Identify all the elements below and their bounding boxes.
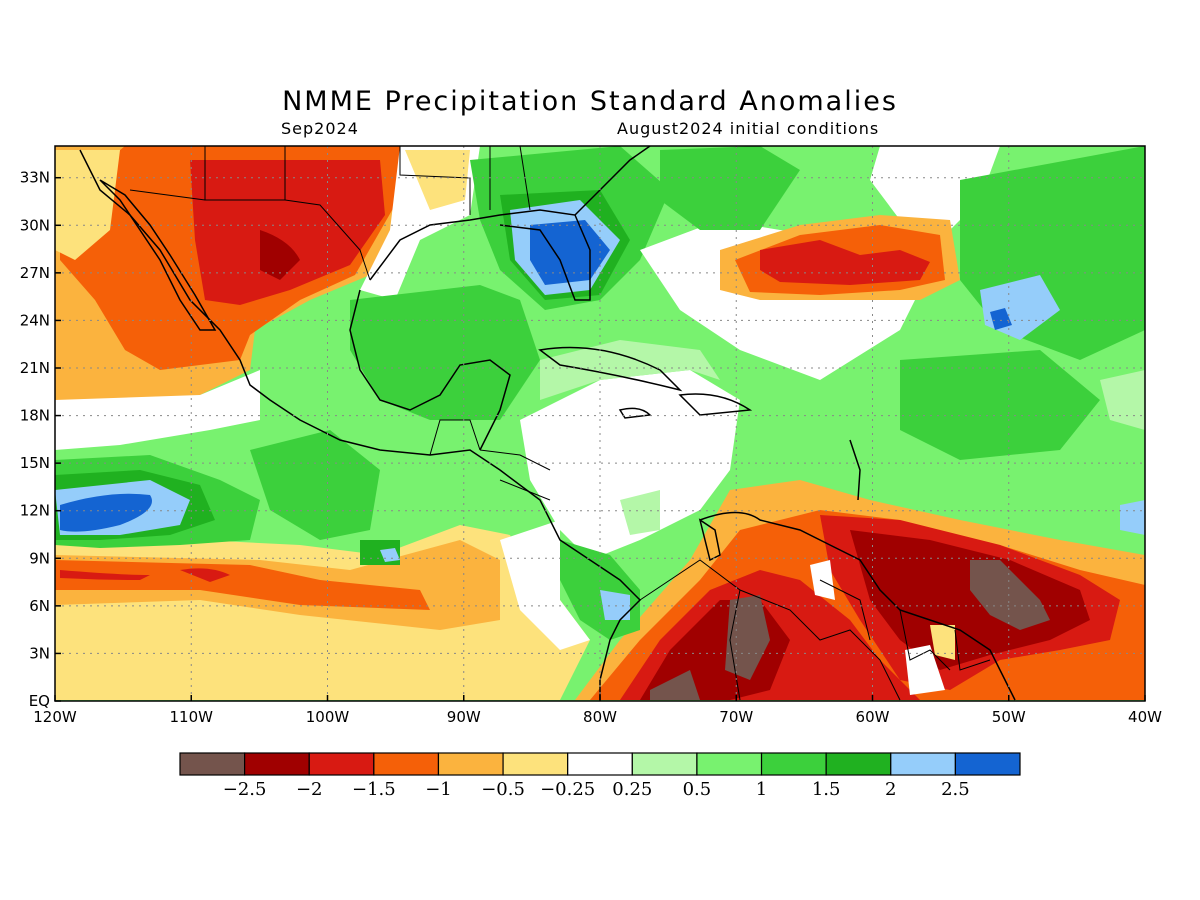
lon-tick-label: 90W [447, 708, 481, 726]
colorbar-swatch [890, 752, 956, 776]
anomaly-field [55, 146, 1145, 701]
colorbar-swatch [825, 752, 892, 776]
lon-tick-label: 70W [719, 708, 753, 726]
colorbar-label: −2 [296, 779, 323, 800]
forecast-month: Sep2024 [281, 119, 359, 138]
colorbar-label: −1 [425, 779, 452, 800]
colorbar-label: −0.5 [481, 779, 525, 800]
lat-tick-label: 27N [20, 264, 50, 282]
lat-tick-label: 9N [29, 549, 50, 567]
lon-tick-label: 80W [583, 708, 617, 726]
colorbar-swatch [308, 752, 375, 776]
colorbar-swatch [502, 752, 569, 776]
lat-tick-label: 12N [20, 502, 50, 520]
colorbar-label: −2.5 [223, 779, 267, 800]
colorbar-swatch [696, 752, 763, 776]
gridlines [55, 146, 1145, 701]
lat-tick-label: 21N [20, 359, 50, 377]
lat-tick-label: 3N [29, 644, 50, 662]
colorbar-swatch [631, 752, 698, 776]
colorbar-label: 1 [756, 779, 767, 800]
lon-tick-label: 100W [306, 708, 350, 726]
colorbar-swatch [760, 752, 827, 776]
initial-conditions: August2024 initial conditions [617, 119, 880, 138]
colorbar-swatch [954, 752, 1021, 776]
lon-tick-label: 110W [170, 708, 214, 726]
colorbar-label: 2.5 [941, 779, 970, 800]
colorbar: −2.5 −2 −1.5 −1 −0.5 −0.25 0.25 0.5 1 1.5 2 2.5 [179, 752, 1021, 800]
colorbar-swatch [179, 752, 246, 776]
colorbar-label: −1.5 [352, 779, 396, 800]
lon-tick-label: 50W [992, 708, 1026, 726]
lat-tick-label: 30N [20, 216, 50, 234]
lat-tick-label: 24N [20, 311, 50, 329]
coastlines [79, 146, 1016, 701]
colorbar-label: 0.25 [612, 779, 652, 800]
map-title: NMME Precipitation Standard Anomalies [282, 86, 898, 117]
colorbar-swatch [373, 752, 440, 776]
lat-tick-label: 18N [20, 407, 50, 425]
borders [129, 146, 991, 701]
lon-tick-label: 120W [33, 708, 77, 726]
colorbar-label: −0.25 [540, 779, 595, 800]
lat-tick-label: 6N [29, 597, 50, 615]
lon-tick-label: 60W [856, 708, 890, 726]
colorbar-swatch [437, 752, 504, 776]
lon-tick-label: 40W [1128, 708, 1162, 726]
colorbar-label: 2 [885, 779, 896, 800]
colorbar-label: 1.5 [812, 779, 841, 800]
longitude-axis: 120W 110W 100W 90W 80W 70W 60W 50W 40W [33, 695, 1162, 726]
colorbar-swatch [567, 752, 633, 776]
latitude-axis: EQ 3N 6N 9N 12N 15N 18N 21N 24N 27N 30N 33N [20, 169, 61, 710]
colorbar-label: 0.5 [683, 779, 712, 800]
lat-tick-label: EQ [29, 692, 50, 710]
colorbar-swatch [244, 752, 310, 776]
lat-tick-label: 33N [20, 169, 50, 187]
lat-tick-label: 15N [20, 454, 50, 472]
